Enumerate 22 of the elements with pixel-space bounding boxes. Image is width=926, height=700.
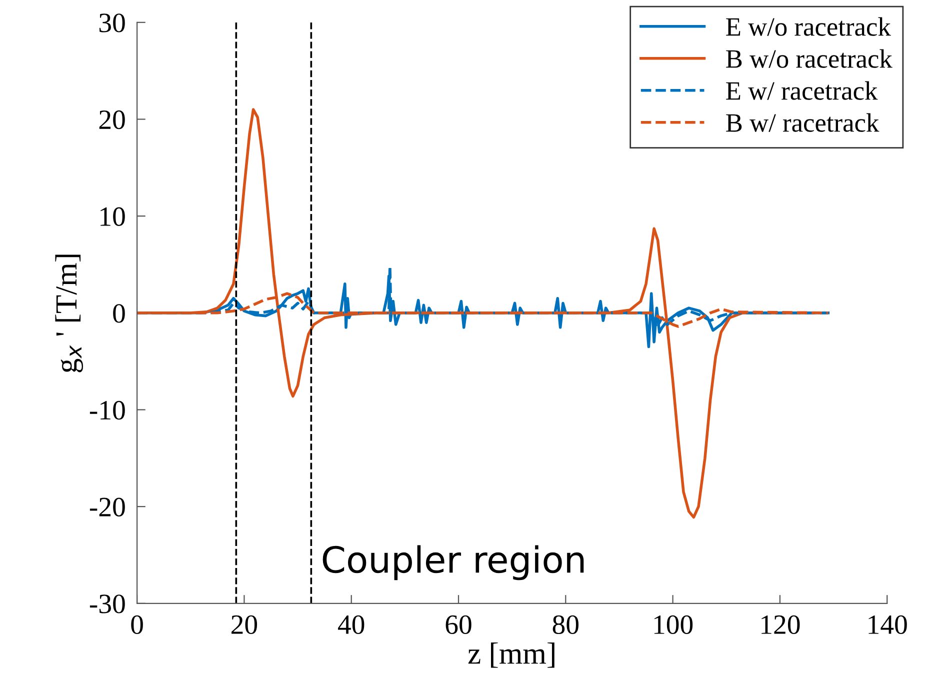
y-tick-label: -20 — [90, 498, 125, 516]
x-tick-label: 0 — [131, 615, 143, 634]
y-tick-label: 20 — [99, 110, 125, 130]
annotation: Coupler region — [322, 545, 584, 580]
x-tick-label: 80 — [552, 615, 578, 634]
x-tick-label: 140 — [868, 615, 907, 634]
legend-label: E w/ racetrack — [726, 81, 878, 100]
y-tick-label: -10 — [90, 400, 125, 420]
x-tick-label: 20 — [232, 615, 258, 634]
x-tick-label: 60 — [446, 615, 472, 634]
x-tick-label: 100 — [654, 615, 693, 634]
legend-label: E w/o racetrack — [726, 17, 891, 36]
y-tick-label: 10 — [100, 207, 125, 226]
legend-label: B w/ racetrack — [726, 113, 880, 132]
x-tick-label: 40 — [338, 615, 364, 634]
y-tick-label: -30 — [90, 594, 125, 614]
legend-label: B w/o racetrack — [726, 49, 892, 68]
y-axis-title: g$_{x}$ ' [T/m] — [55, 254, 84, 372]
y-tick-label: 30 — [99, 14, 125, 32]
x-axis-title: z [mm] — [468, 642, 554, 668]
y-tick-label: 0 — [113, 304, 125, 323]
x-tick-label: 120 — [762, 615, 800, 634]
